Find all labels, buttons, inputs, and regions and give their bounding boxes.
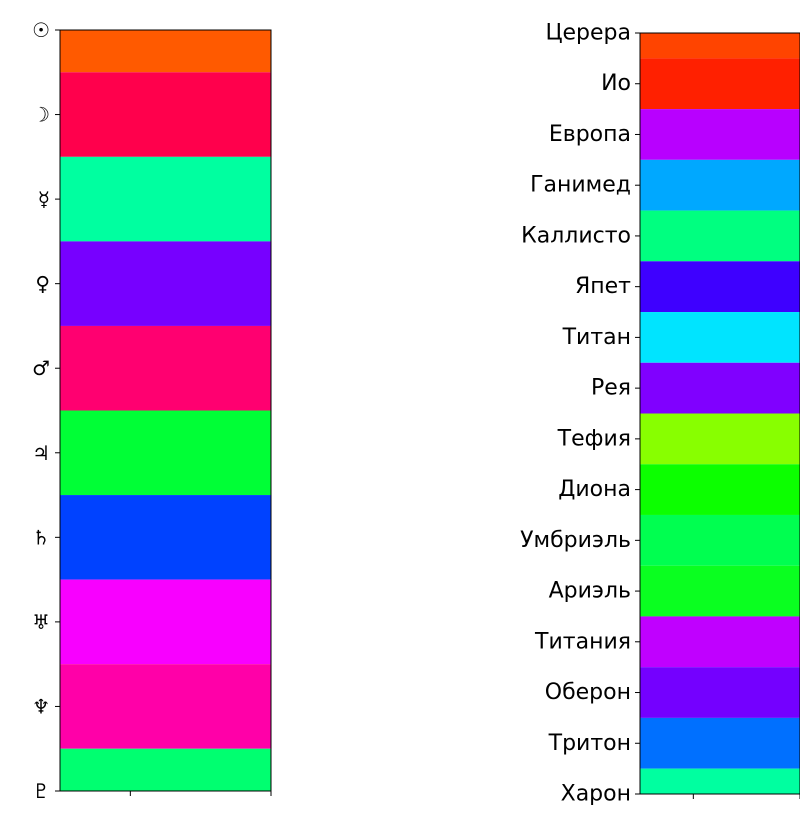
- moon-label-7: Рея: [591, 376, 631, 401]
- planet-cell-3: [60, 241, 271, 326]
- moon-cell-14: [640, 717, 800, 769]
- moon-cell-8: [640, 413, 800, 465]
- planet-cell-5: [60, 410, 271, 496]
- planet-cell-7: [60, 579, 271, 665]
- moon-label-11: Ариэль: [549, 579, 631, 604]
- tick-marks-planets: [55, 29, 272, 796]
- y-tick-labels-planets: ☉ ☽ ☿ ♀ ♂ ♃ ♄ ♅ ♆ ♇: [32, 18, 50, 803]
- moon-label-8: Тефия: [557, 426, 631, 451]
- planet-label-3: ♀: [35, 272, 50, 296]
- planet-cell-8: [60, 664, 271, 749]
- heatmap-cells-moons: [640, 33, 800, 794]
- moon-cell-0: [640, 33, 800, 59]
- moon-cell-2: [640, 109, 800, 160]
- planet-cell-2: [60, 156, 271, 242]
- moon-cell-15: [640, 768, 800, 794]
- moon-label-4: Каллисто: [521, 223, 631, 248]
- moon-label-5: Япет: [575, 274, 631, 299]
- moon-label-6: Титан: [562, 325, 631, 350]
- moon-cell-6: [640, 312, 800, 363]
- moon-cell-9: [640, 464, 800, 515]
- planet-label-4: ♂: [32, 356, 50, 380]
- planet-label-0: ☉: [32, 18, 50, 42]
- y-tick-labels-moons: Церера Ио Европа Ганимед Каллисто Япет Титан Ре…: [520, 21, 631, 807]
- moon-label-12: Титания: [534, 629, 631, 654]
- heatmap-panel-moons: Церера Ио Европа Ганимед Каллисто Япет Титан Ре…: [520, 21, 800, 807]
- planet-label-6: ♄: [32, 525, 50, 549]
- moon-cell-11: [640, 565, 800, 617]
- moon-cell-1: [640, 58, 800, 110]
- planet-cell-0: [60, 30, 271, 73]
- moon-cell-4: [640, 210, 800, 262]
- heatmap-panel-planets: ☉ ☽ ☿ ♀ ♂ ♃ ♄ ♅ ♆ ♇: [32, 18, 272, 803]
- moon-cell-7: [640, 362, 800, 414]
- planet-label-8: ♆: [32, 694, 50, 718]
- moon-label-3: Ганимед: [530, 173, 631, 198]
- planet-label-2: ☿: [38, 187, 50, 211]
- planet-cell-6: [60, 495, 271, 580]
- moon-label-0: Церера: [545, 21, 631, 46]
- moon-cell-5: [640, 261, 800, 313]
- moon-label-2: Европа: [549, 122, 631, 147]
- planet-label-9: ♇: [32, 779, 50, 803]
- moon-label-14: Тритон: [548, 731, 631, 756]
- planet-label-5: ♃: [32, 441, 50, 465]
- axes-spines-moons: [639, 32, 800, 795]
- moon-label-13: Оберон: [545, 680, 631, 705]
- moon-cell-10: [640, 514, 800, 566]
- moon-label-10: Умбриэль: [520, 528, 631, 553]
- planet-cell-1: [60, 72, 271, 157]
- moon-cell-12: [640, 616, 800, 668]
- axes-spines-planets: [59, 29, 272, 792]
- planet-label-7: ♅: [32, 610, 50, 634]
- planet-cell-9: [60, 748, 271, 791]
- planet-label-1: ☽: [32, 103, 50, 127]
- moon-cell-3: [640, 159, 800, 211]
- moon-label-1: Ио: [601, 71, 631, 96]
- heatmap-cells-planets: [60, 30, 271, 791]
- tick-marks-moons: [635, 32, 800, 799]
- planet-cell-4: [60, 325, 271, 411]
- moon-cell-13: [640, 667, 800, 718]
- moon-label-15: Харон: [561, 782, 631, 807]
- moon-label-9: Диона: [558, 477, 631, 502]
